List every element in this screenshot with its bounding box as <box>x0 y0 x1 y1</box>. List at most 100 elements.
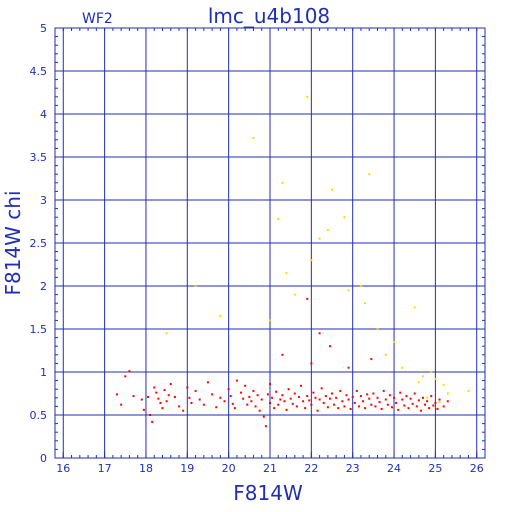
data-point <box>411 402 414 405</box>
data-point <box>438 398 441 401</box>
data-point <box>355 389 358 392</box>
data-point <box>424 403 427 406</box>
data-point <box>318 398 321 401</box>
data-point <box>368 397 371 400</box>
y-tick-label: 2 <box>40 280 47 293</box>
data-point <box>349 407 352 410</box>
data-point <box>432 404 435 407</box>
data-point <box>132 395 135 398</box>
x-tick-label: 22 <box>304 462 318 475</box>
data-point <box>430 371 433 373</box>
data-point <box>318 332 321 335</box>
data-point <box>202 403 205 406</box>
data-point <box>252 137 255 140</box>
data-point <box>240 391 243 394</box>
data-point <box>366 393 369 396</box>
data-point <box>308 399 311 402</box>
data-point <box>331 392 334 395</box>
data-point <box>362 400 365 403</box>
data-point <box>403 404 406 407</box>
data-point <box>306 297 309 300</box>
data-point <box>206 381 209 384</box>
data-point <box>341 400 344 403</box>
data-point <box>467 389 470 392</box>
data-point <box>233 407 236 410</box>
data-point <box>264 425 267 428</box>
data-point <box>409 397 412 400</box>
x-tick-label: 21 <box>263 462 277 475</box>
data-point <box>316 409 319 412</box>
data-point <box>231 402 234 405</box>
data-point <box>446 400 449 403</box>
data-point <box>312 391 315 394</box>
data-point <box>393 396 396 399</box>
data-point <box>393 340 396 343</box>
data-point <box>364 407 367 410</box>
data-point <box>351 395 354 398</box>
data-point <box>244 384 247 387</box>
data-point <box>173 395 176 398</box>
data-point <box>328 397 331 400</box>
data-point <box>353 401 356 404</box>
data-point <box>337 407 340 410</box>
data-point <box>252 389 255 392</box>
data-point <box>372 392 375 395</box>
data-point <box>382 389 385 392</box>
data-point <box>258 409 261 412</box>
data-point <box>283 400 286 403</box>
data-point <box>229 395 232 398</box>
data-point <box>442 383 445 386</box>
data-point <box>291 402 294 405</box>
data-point <box>430 395 433 398</box>
x-tick-label: 16 <box>56 462 70 475</box>
data-point <box>165 332 168 335</box>
data-point <box>333 403 336 406</box>
x-tick-label: 20 <box>222 462 236 475</box>
data-point <box>159 401 162 404</box>
data-point <box>262 415 265 418</box>
data-point <box>359 395 362 398</box>
data-point <box>390 406 393 409</box>
data-point <box>343 216 346 219</box>
y-tick-label: 1.5 <box>30 323 48 336</box>
data-point <box>413 306 416 309</box>
data-point <box>246 403 249 406</box>
x-tick-label: 18 <box>139 462 153 475</box>
data-point <box>254 405 257 408</box>
data-point <box>339 389 342 392</box>
y-tick-label: 2.5 <box>30 237 48 250</box>
panel-label: WF2 <box>82 11 113 27</box>
data-point <box>347 366 350 369</box>
data-point <box>384 398 387 401</box>
data-point <box>386 403 389 406</box>
data-point <box>378 401 381 404</box>
data-point <box>326 406 329 409</box>
data-point <box>242 397 245 400</box>
data-point <box>335 396 338 399</box>
data-point <box>186 386 189 389</box>
data-point <box>178 405 181 408</box>
data-point <box>314 396 317 399</box>
data-point <box>266 393 269 396</box>
data-point <box>343 405 346 408</box>
data-point <box>300 384 303 387</box>
data-point <box>124 375 127 378</box>
data-point <box>331 188 334 191</box>
data-point <box>434 377 437 380</box>
data-point <box>405 395 408 398</box>
data-point <box>434 401 437 404</box>
data-point <box>399 391 402 394</box>
data-point <box>407 407 410 410</box>
y-tick-labels: 0 0.5 1 1.5 2 2.5 3 3.5 4 4.5 5 <box>30 22 48 465</box>
data-point <box>446 392 449 395</box>
data-point <box>120 403 123 406</box>
data-point <box>281 353 284 356</box>
data-point <box>279 398 282 401</box>
data-point <box>151 420 154 423</box>
y-tick-label: 1 <box>40 366 47 379</box>
data-point <box>310 362 313 365</box>
data-point <box>357 405 360 408</box>
data-point <box>250 400 253 403</box>
data-point <box>140 398 143 401</box>
data-point <box>190 401 193 404</box>
